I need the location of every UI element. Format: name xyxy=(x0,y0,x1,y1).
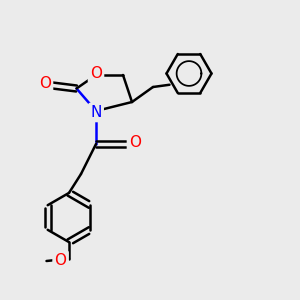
Text: O: O xyxy=(90,66,102,81)
Text: O: O xyxy=(39,76,51,92)
Text: N: N xyxy=(90,105,102,120)
Text: O: O xyxy=(55,253,67,268)
Text: O: O xyxy=(129,135,141,150)
